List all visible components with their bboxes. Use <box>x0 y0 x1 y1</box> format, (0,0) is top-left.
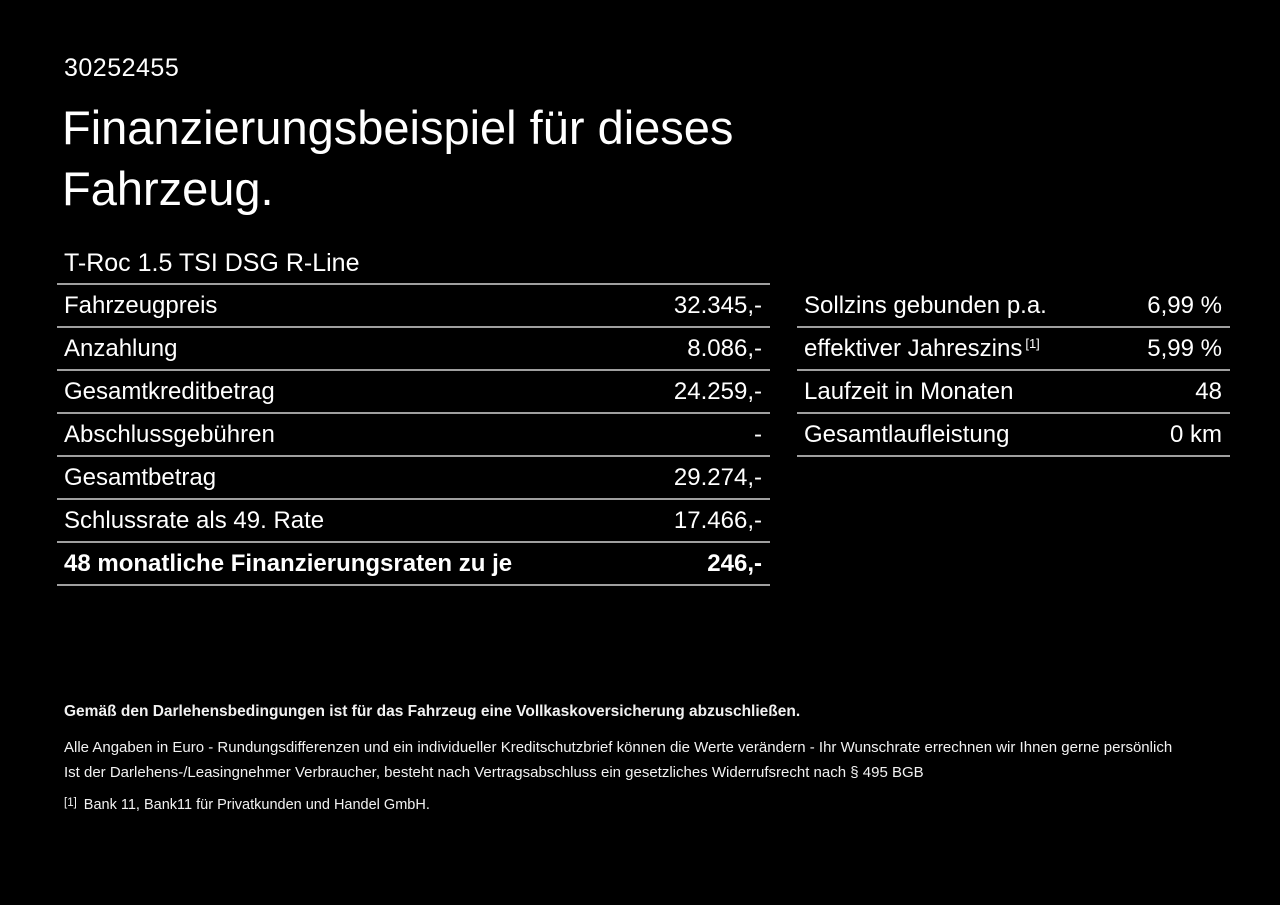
row-label: Gesamtkreditbetrag <box>64 377 275 405</box>
row-label: 48 monatliche Finanzierungsraten zu je <box>64 549 513 577</box>
table-row-effektiver-jahreszins: effektiver Jahreszins [1] 5,99 % <box>797 328 1230 371</box>
row-value: 17.466,- <box>673 506 762 534</box>
insurance-note: Gemäß den Darlehensbedingungen ist für d… <box>64 703 801 720</box>
table-row-abschlussgebuehren: Abschlussgebühren - <box>57 414 770 457</box>
row-label: Sollzins gebunden p.a. <box>804 291 1047 319</box>
row-value: - <box>754 420 762 448</box>
bank-footnote: [1] Bank 11, Bank11 für Privatkunden und … <box>64 797 1224 813</box>
disclaimer-line-1: Alle Angaben in Euro - Rundungsdifferenz… <box>64 739 1173 756</box>
row-value: 24.259,- <box>673 377 762 405</box>
page-title: Finanzierungsbeispiel für dieses Fahrzeu… <box>62 97 733 219</box>
disclaimer-line-2: Ist der Darlehens-/Leasingnehmer Verbrau… <box>64 764 924 781</box>
table-row-laufzeit: Laufzeit in Monaten 48 <box>797 371 1230 414</box>
row-label: effektiver Jahreszins [1] <box>804 335 1040 363</box>
conditions-table: Sollzins gebunden p.a. 6,99 % effektiver… <box>797 283 1230 457</box>
row-label: Abschlussgebühren <box>64 420 275 448</box>
bank-footnote-marker: [1] <box>64 797 77 809</box>
footnote-marker: [1] <box>1025 335 1040 351</box>
table-row-gesamtbetrag: Gesamtbetrag 29.274,- <box>57 457 770 500</box>
row-label: Fahrzeugpreis <box>64 291 218 319</box>
row-value: 246,- <box>707 549 762 577</box>
finance-table: Fahrzeugpreis 32.345,- Anzahlung 8.086,-… <box>57 283 770 586</box>
row-value: 8.086,- <box>687 334 762 362</box>
page-title-line-1: Finanzierungsbeispiel für dieses <box>62 101 734 154</box>
listing-id: 30252455 <box>64 54 180 82</box>
row-label: Gesamtlaufleistung <box>804 420 1010 448</box>
row-value: 0 km <box>1169 420 1222 448</box>
row-value: 5,99 % <box>1147 334 1222 362</box>
row-label: Gesamtbetrag <box>64 463 217 491</box>
row-label-text: effektiver Jahreszins <box>804 334 1023 362</box>
table-row-sollzins: Sollzins gebunden p.a. 6,99 % <box>797 285 1230 328</box>
bank-footnote-text: Bank 11, Bank11 für Privatkunden und Han… <box>83 797 430 813</box>
row-value: 32.345,- <box>673 291 762 319</box>
table-row-schlussrate: Schlussrate als 49. Rate 17.466,- <box>57 500 770 543</box>
table-row-gesamtkreditbetrag: Gesamtkreditbetrag 24.259,- <box>57 371 770 414</box>
vehicle-model: T-Roc 1.5 TSI DSG R-Line <box>64 249 360 277</box>
row-label: Laufzeit in Monaten <box>804 377 1014 405</box>
row-value: 48 <box>1195 377 1222 405</box>
table-row-anzahlung: Anzahlung 8.086,- <box>57 328 770 371</box>
row-label: Anzahlung <box>64 334 178 362</box>
table-row-gesamtlaufleistung: Gesamtlaufleistung 0 km <box>797 414 1230 457</box>
table-row-fahrzeugpreis: Fahrzeugpreis 32.345,- <box>57 285 770 328</box>
row-value: 29.274,- <box>673 463 762 491</box>
row-label: Schlussrate als 49. Rate <box>64 506 325 534</box>
row-value: 6,99 % <box>1147 291 1222 319</box>
page-title-line-2: Fahrzeug. <box>62 162 274 215</box>
table-row-monatsrate: 48 monatliche Finanzierungsraten zu je 2… <box>57 543 770 586</box>
footer-notes: Gemäß den Darlehensbedingungen ist für d… <box>64 703 1224 813</box>
